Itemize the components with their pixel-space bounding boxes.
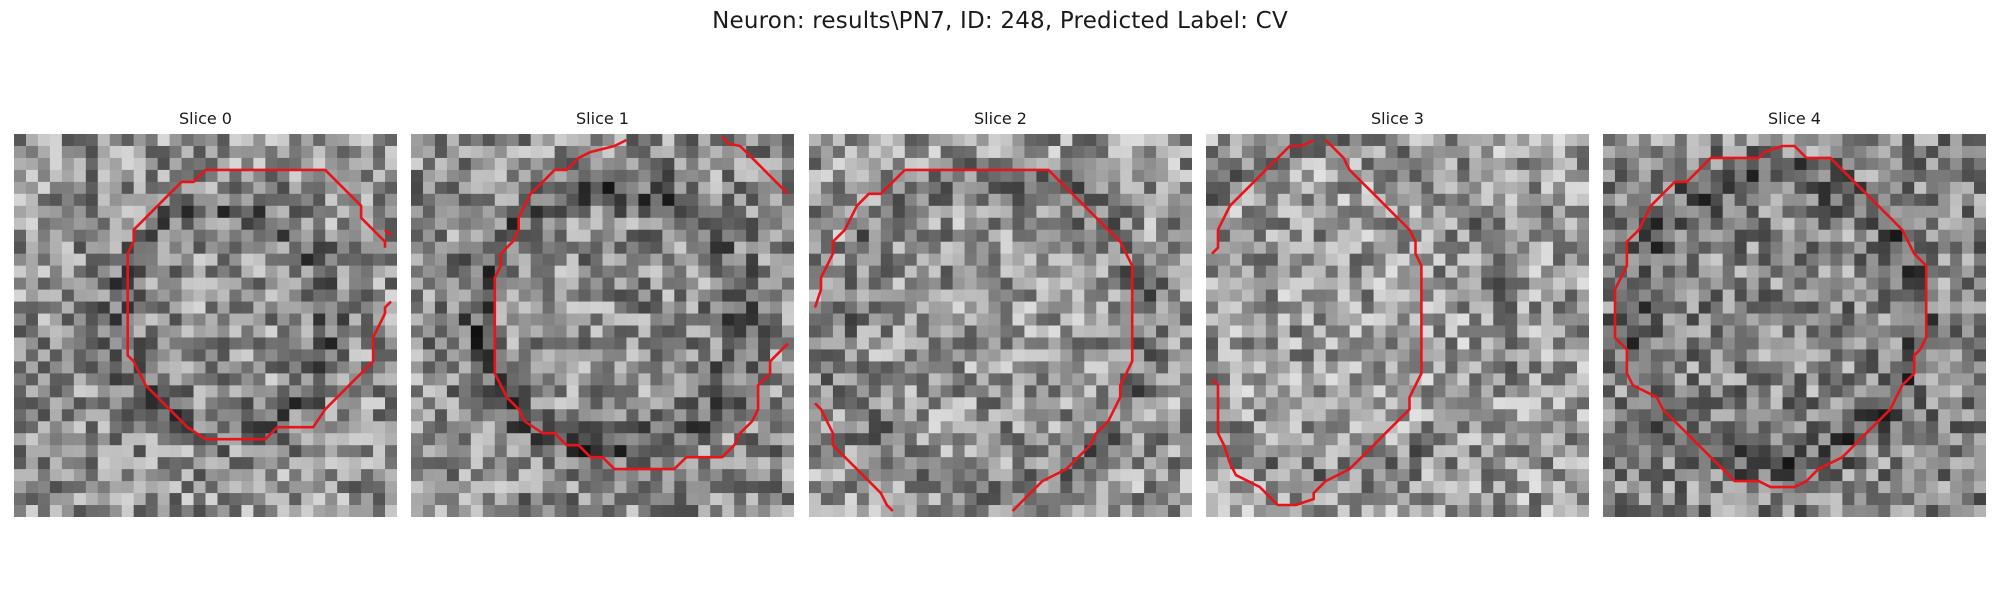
pixel-grid <box>14 134 397 517</box>
slice-image <box>411 134 794 517</box>
slice-panel-3: Slice 3 <box>1206 108 1589 517</box>
pixel-grid <box>1603 134 1986 517</box>
contour-segment <box>904 168 1134 512</box>
pixel-grid <box>1206 134 1589 517</box>
slice-title: Slice 1 <box>576 109 629 128</box>
segmentation-contour <box>493 135 789 471</box>
slice-title: Slice 4 <box>1768 109 1821 128</box>
pixel-grid <box>411 134 794 517</box>
slice-image-svg <box>14 134 397 517</box>
segmentation-contour <box>1211 138 1423 507</box>
slice-panel-2: Slice 2 <box>809 108 1192 517</box>
slice-image-svg <box>809 134 1192 517</box>
slice-image <box>14 134 397 517</box>
slice-image-svg <box>1603 134 1986 517</box>
figure-title: Neuron: results\PN7, ID: 248, Predicted … <box>712 8 1288 34</box>
slice-image <box>809 134 1192 517</box>
contour-segment <box>493 138 789 471</box>
pixel-grid <box>809 134 1192 517</box>
contour-segment <box>814 402 894 512</box>
segmentation-contour <box>1613 144 1928 489</box>
contour-segment <box>384 228 392 237</box>
slice-image <box>1206 134 1589 517</box>
slice-title: Slice 3 <box>1371 109 1424 128</box>
slice-title: Slice 0 <box>179 109 232 128</box>
contour-segment <box>813 168 906 308</box>
slice-panel-1: Slice 1 <box>411 108 794 517</box>
contour-segment <box>1211 139 1423 507</box>
contour-segment <box>223 168 387 248</box>
slice-panel-0: Slice 0 <box>14 108 397 517</box>
contour-segment <box>1613 144 1928 489</box>
slice-title: Slice 2 <box>974 109 1027 128</box>
segmentation-contour <box>126 168 392 441</box>
segmentation-contour <box>813 168 1134 512</box>
contour-segment <box>721 135 789 195</box>
slice-image-svg <box>1206 134 1589 517</box>
slice-panel-4: Slice 4 <box>1603 108 1986 517</box>
contour-segment <box>1211 138 1315 255</box>
contour-segment <box>126 168 392 441</box>
slice-image <box>1603 134 1986 517</box>
slice-image-svg <box>411 134 794 517</box>
